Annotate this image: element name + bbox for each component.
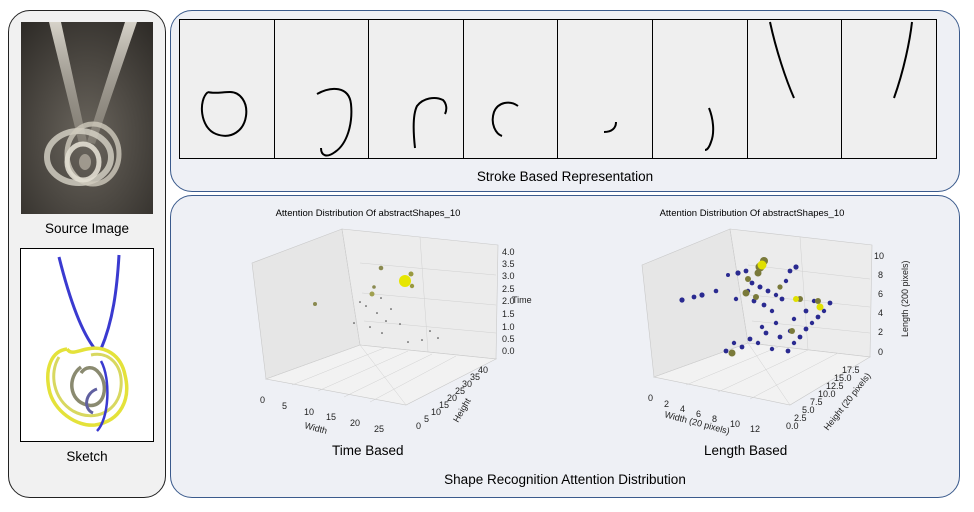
stroke-caption: Stroke Based Representation bbox=[476, 169, 654, 184]
svg-text:8: 8 bbox=[712, 414, 717, 424]
svg-text:10: 10 bbox=[730, 419, 740, 429]
svg-text:2.5: 2.5 bbox=[794, 413, 807, 423]
svg-text:10: 10 bbox=[874, 251, 884, 261]
stroke-frame-7 bbox=[746, 19, 843, 159]
svg-text:40: 40 bbox=[478, 365, 488, 375]
svg-text:10.0: 10.0 bbox=[818, 389, 836, 399]
stroke-frame-8 bbox=[841, 19, 937, 159]
svg-text:2.5: 2.5 bbox=[502, 284, 515, 294]
svg-text:2: 2 bbox=[878, 327, 883, 337]
svg-text:2.0: 2.0 bbox=[502, 296, 515, 306]
svg-text:25: 25 bbox=[455, 386, 465, 396]
svg-text:4: 4 bbox=[680, 404, 685, 414]
stroke-frame-4 bbox=[462, 19, 559, 159]
svg-text:0.0: 0.0 bbox=[502, 346, 515, 356]
sketch-image bbox=[20, 248, 154, 442]
svg-text:0: 0 bbox=[260, 395, 265, 405]
stroke-frame-6 bbox=[651, 19, 748, 159]
svg-text:30: 30 bbox=[462, 379, 472, 389]
svg-text:5: 5 bbox=[424, 414, 429, 424]
svg-text:15: 15 bbox=[326, 412, 336, 422]
length-attention-chart: Attention Distribution Of abstractShapes… bbox=[630, 203, 930, 443]
stroke-frame-5 bbox=[557, 19, 653, 159]
svg-text:4: 4 bbox=[878, 308, 883, 318]
svg-text:Width: Width bbox=[303, 420, 328, 436]
svg-text:0: 0 bbox=[416, 421, 421, 431]
svg-text:6: 6 bbox=[878, 289, 883, 299]
source-image-caption: Source Image bbox=[44, 221, 130, 236]
svg-text:20: 20 bbox=[447, 393, 457, 403]
svg-text:4.0: 4.0 bbox=[502, 247, 515, 257]
attention-caption: Shape Recognition Attention Distribution bbox=[444, 472, 686, 487]
svg-text:12: 12 bbox=[750, 424, 760, 434]
svg-text:15: 15 bbox=[439, 400, 449, 410]
stroke-frame-2 bbox=[273, 19, 370, 159]
svg-text:3.0: 3.0 bbox=[502, 271, 515, 281]
svg-text:8: 8 bbox=[878, 270, 883, 280]
svg-text:0.5: 0.5 bbox=[502, 334, 515, 344]
svg-text:17.5: 17.5 bbox=[842, 365, 860, 375]
svg-text:20: 20 bbox=[350, 418, 360, 428]
svg-text:15.0: 15.0 bbox=[834, 373, 852, 383]
svg-text:0.0: 0.0 bbox=[786, 421, 799, 431]
svg-text:0: 0 bbox=[648, 393, 653, 403]
stroke-frame-3 bbox=[368, 19, 464, 159]
svg-text:6: 6 bbox=[696, 409, 701, 419]
stroke-sequence bbox=[179, 19, 944, 159]
time-attention-chart: Attention Distribution Of abstractShapes… bbox=[240, 203, 540, 443]
stroke-frame-1 bbox=[179, 19, 275, 159]
svg-text:10: 10 bbox=[304, 407, 314, 417]
svg-text:1.5: 1.5 bbox=[502, 309, 515, 319]
svg-text:0: 0 bbox=[878, 347, 883, 357]
chart-title: Attention Distribution Of abstractShapes… bbox=[660, 208, 845, 219]
svg-text:5: 5 bbox=[282, 401, 287, 411]
chart-title: Attention Distribution Of abstractShapes… bbox=[276, 208, 461, 219]
svg-text:12.5: 12.5 bbox=[826, 381, 844, 391]
svg-text:10: 10 bbox=[431, 407, 441, 417]
svg-text:2: 2 bbox=[664, 399, 669, 409]
length-caption: Length Based bbox=[704, 443, 788, 458]
svg-text:5.0: 5.0 bbox=[802, 405, 815, 415]
svg-text:Length (200 pixels): Length (200 pixels) bbox=[900, 260, 910, 337]
svg-text:Time: Time bbox=[512, 295, 532, 305]
svg-text:25: 25 bbox=[374, 424, 384, 434]
source-image bbox=[21, 22, 153, 214]
svg-text:7.5: 7.5 bbox=[810, 397, 823, 407]
svg-text:1.0: 1.0 bbox=[502, 322, 515, 332]
time-caption: Time Based bbox=[332, 443, 404, 458]
svg-text:3.5: 3.5 bbox=[502, 259, 515, 269]
svg-text:35: 35 bbox=[470, 372, 480, 382]
sketch-caption: Sketch bbox=[66, 449, 108, 464]
